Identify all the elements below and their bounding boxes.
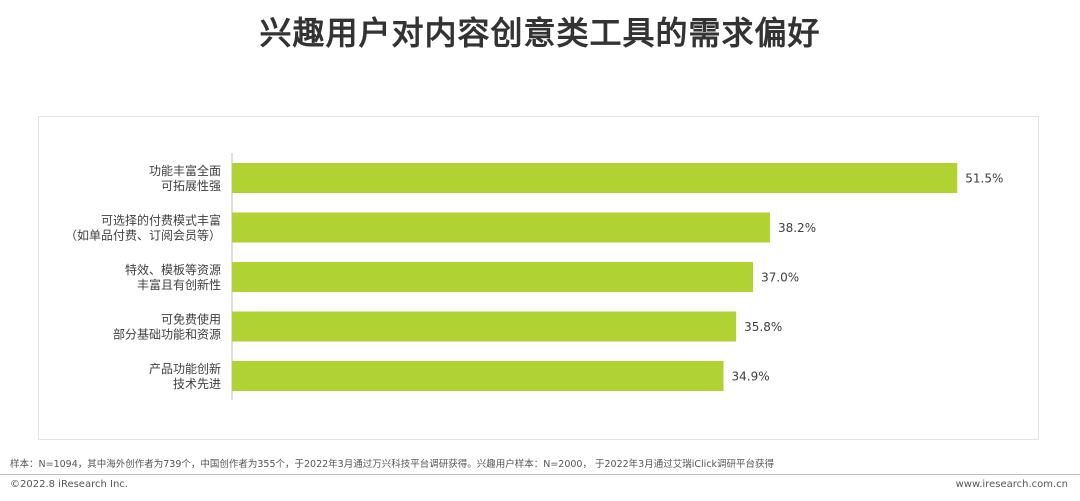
value-label-3: 35.8% [744,320,782,334]
bar-0 [232,163,958,193]
category-label-1-1: （如单品付费、订阅会员等） [65,228,221,243]
website-link[interactable]: www.iresearch.com.cn [955,479,1068,490]
category-label-4-0: 产品功能创新 [149,361,221,376]
bar-4 [232,361,724,391]
page-title: 兴趣用户对内容创意类工具的需求偏好 [259,14,821,52]
category-label-1-0: 可选择的付费模式丰富 [101,213,221,228]
value-label-1: 38.2% [778,221,816,235]
category-label-3-1: 部分基础功能和资源 [113,327,221,342]
bar-2 [232,262,754,292]
sample-footnote: 样本：N=1094，其中海外创作者为739个，中国创作者为355个，于2022年… [10,459,774,470]
category-label-0-0: 功能丰富全面 [149,163,221,178]
category-label-4-1: 技术先进 [173,377,221,391]
category-label-3-0: 可免费使用 [161,312,221,327]
category-label-0-1: 可拓展性强 [161,179,221,193]
bar-3 [232,311,737,342]
value-label-4: 34.9% [732,370,770,384]
category-label-2-0: 特效、模板等资源 [125,262,221,277]
bar-1 [232,212,770,243]
copyright-text: ©2022.8 iResearch Inc. [10,479,128,490]
chart-panel: 51.5% 功能丰富全面 可拓展性强 38.2% 可选择的付费模式丰富 （如单品付费、订阅… [38,116,1039,440]
value-label-2: 37.0% [761,271,799,285]
value-label-0: 51.5% [965,172,1003,186]
footer-divider [0,474,1080,475]
category-label-2-1: 丰富且有创新性 [137,277,221,292]
